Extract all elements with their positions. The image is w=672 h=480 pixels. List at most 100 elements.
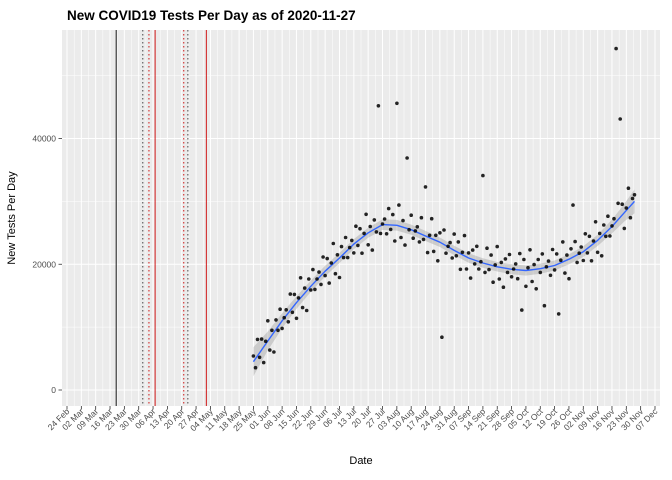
data-point bbox=[526, 265, 530, 270]
data-point bbox=[563, 271, 567, 275]
data-point bbox=[624, 206, 629, 210]
data-point bbox=[395, 101, 399, 106]
data-point bbox=[325, 256, 330, 261]
data-point bbox=[360, 251, 364, 255]
data-point bbox=[317, 270, 321, 274]
data-point bbox=[259, 337, 264, 341]
data-point bbox=[356, 243, 360, 248]
data-point bbox=[300, 305, 305, 310]
data-point bbox=[296, 296, 301, 300]
data-point bbox=[290, 310, 295, 315]
data-point bbox=[565, 253, 569, 257]
data-point bbox=[386, 206, 391, 211]
data-point bbox=[485, 246, 489, 250]
data-point bbox=[446, 244, 450, 249]
data-point bbox=[599, 254, 604, 258]
data-point bbox=[335, 253, 340, 257]
data-point bbox=[270, 328, 274, 333]
data-point bbox=[343, 235, 348, 240]
data-point bbox=[606, 214, 610, 218]
data-point bbox=[321, 255, 325, 259]
data-point bbox=[421, 237, 426, 242]
data-point bbox=[513, 262, 518, 266]
data-point bbox=[397, 203, 401, 207]
data-point bbox=[274, 318, 278, 322]
data-point bbox=[341, 255, 346, 260]
data-point bbox=[479, 259, 483, 264]
data-point bbox=[261, 360, 266, 365]
data-point bbox=[354, 224, 358, 228]
data-point bbox=[257, 355, 262, 360]
data-point bbox=[286, 320, 291, 324]
data-point bbox=[311, 267, 315, 272]
data-point bbox=[304, 308, 309, 313]
data-point bbox=[450, 256, 455, 260]
data-point bbox=[548, 273, 553, 278]
data-point bbox=[417, 240, 422, 244]
data-point bbox=[614, 46, 618, 51]
data-point bbox=[442, 228, 446, 232]
data-point bbox=[532, 262, 536, 267]
data-point bbox=[309, 288, 313, 292]
data-point bbox=[587, 234, 592, 239]
data-point bbox=[266, 319, 270, 323]
data-point bbox=[272, 350, 276, 354]
data-point bbox=[597, 231, 602, 236]
data-point bbox=[298, 276, 303, 280]
data-point bbox=[550, 247, 555, 252]
data-point bbox=[515, 276, 520, 281]
data-point bbox=[380, 222, 385, 226]
data-point bbox=[319, 282, 323, 287]
data-point bbox=[522, 257, 526, 262]
data-point bbox=[388, 227, 393, 232]
data-point bbox=[577, 251, 581, 255]
data-point bbox=[456, 240, 461, 244]
data-point bbox=[329, 261, 334, 265]
data-point bbox=[546, 259, 551, 263]
data-point bbox=[347, 245, 352, 250]
data-point bbox=[436, 259, 440, 263]
data-point bbox=[294, 316, 299, 321]
data-point bbox=[345, 255, 350, 260]
data-point bbox=[333, 271, 338, 276]
y-tick-label: 40000 bbox=[32, 134, 56, 144]
data-point bbox=[604, 234, 608, 239]
data-point bbox=[493, 263, 498, 267]
data-point bbox=[538, 270, 543, 275]
data-point bbox=[415, 225, 420, 229]
chart-title: New COVID19 Tests Per Day as of 2020-11-… bbox=[67, 8, 356, 23]
data-point bbox=[409, 213, 414, 217]
data-point bbox=[431, 249, 436, 254]
data-point bbox=[268, 348, 272, 352]
data-point bbox=[358, 226, 362, 231]
y-axis-title: New Tests Per Day bbox=[6, 171, 18, 265]
data-point bbox=[288, 292, 293, 296]
data-point bbox=[255, 337, 260, 342]
data-point bbox=[520, 308, 524, 312]
data-point bbox=[364, 212, 368, 217]
data-point bbox=[307, 277, 311, 281]
data-point bbox=[470, 248, 475, 252]
y-tick-label: 20000 bbox=[32, 259, 56, 269]
data-point bbox=[423, 185, 428, 189]
data-point bbox=[540, 252, 545, 256]
data-point bbox=[315, 277, 319, 281]
data-point bbox=[632, 193, 637, 197]
data-point bbox=[511, 267, 516, 271]
data-point bbox=[466, 251, 471, 255]
data-point bbox=[487, 267, 491, 272]
data-point bbox=[302, 286, 307, 290]
data-point bbox=[499, 260, 504, 265]
data-point bbox=[331, 241, 336, 246]
data-point bbox=[263, 339, 268, 344]
data-point bbox=[528, 248, 532, 252]
data-point bbox=[429, 216, 434, 221]
data-point bbox=[630, 196, 635, 201]
data-point bbox=[507, 252, 512, 257]
data-point bbox=[352, 251, 356, 255]
data-point bbox=[393, 239, 397, 243]
data-point bbox=[374, 230, 379, 234]
data-point bbox=[350, 238, 354, 243]
